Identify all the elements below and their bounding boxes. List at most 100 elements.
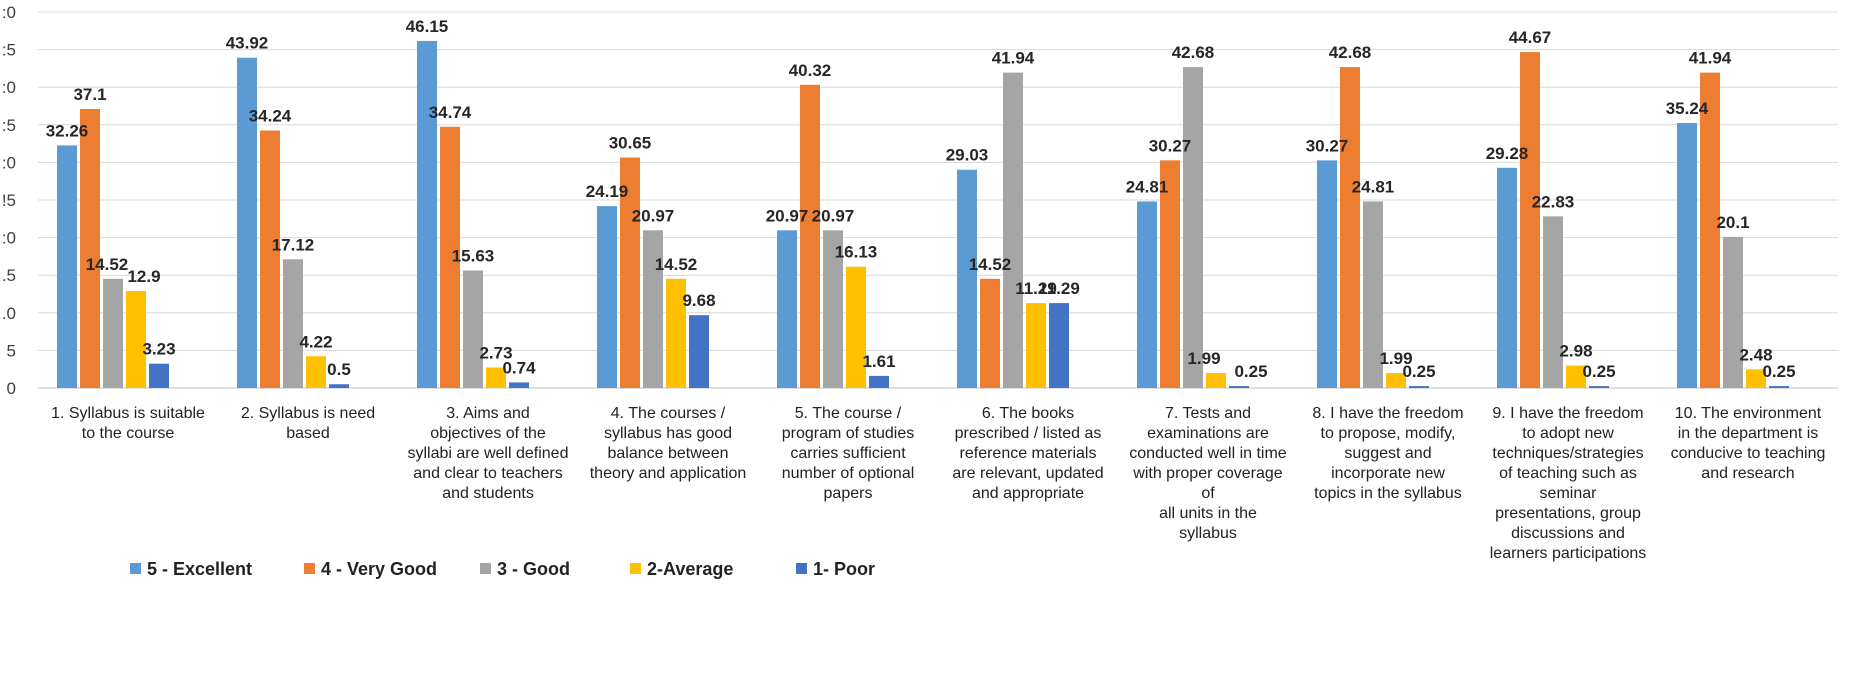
y-tick-label: 0 xyxy=(7,379,16,398)
bar xyxy=(417,41,437,388)
category-label-line: in the department is xyxy=(1678,425,1819,442)
category-label-line: and research xyxy=(1701,465,1794,482)
bar xyxy=(260,131,280,388)
category-label-line: 5. The course / xyxy=(795,405,902,422)
data-label: 29.03 xyxy=(946,146,989,165)
bar xyxy=(1026,303,1046,388)
bar xyxy=(957,170,977,388)
category-label-line: 1. Syllabus is suitable xyxy=(51,405,205,422)
data-label: 46.15 xyxy=(406,17,449,36)
data-label: 0.25 xyxy=(1582,362,1615,381)
bar xyxy=(1497,168,1517,388)
category-label-line: to propose, modify, xyxy=(1321,425,1456,442)
bar xyxy=(509,382,529,388)
bar xyxy=(980,279,1000,388)
category-label-line: 8. I have the freedom xyxy=(1312,405,1463,422)
category-label-line: conducive to teaching xyxy=(1671,445,1826,462)
category-label-line: techniques/strategies xyxy=(1492,445,1643,462)
legend-swatch xyxy=(630,563,641,574)
bar xyxy=(1520,52,1540,388)
data-label: 34.24 xyxy=(249,107,292,126)
data-label: 41.94 xyxy=(1689,49,1732,68)
bar xyxy=(689,315,709,388)
category-label-line: balance between xyxy=(608,445,729,462)
category-label: 8. I have the freedom to propose, modify,… xyxy=(1312,405,1463,502)
category-label-line: program of studies xyxy=(782,425,915,442)
y-tick-label: .5 xyxy=(2,266,16,285)
bar xyxy=(1677,123,1697,388)
category-label: 1. Syllabus is suitable to the course xyxy=(51,405,205,442)
y-tick-label: .0 xyxy=(2,304,16,323)
category-label-line: and appropriate xyxy=(972,485,1084,502)
legend-swatch xyxy=(130,563,141,574)
data-label: 11.29 xyxy=(1038,279,1080,298)
category-label-line: topics in the syllabus xyxy=(1314,485,1462,502)
data-label: 44.67 xyxy=(1509,28,1552,47)
category-label-line: prescribed / listed as xyxy=(955,425,1102,442)
data-label: 0.25 xyxy=(1762,362,1795,381)
data-label: 42.68 xyxy=(1329,43,1372,62)
data-label: 32.26 xyxy=(46,121,89,140)
bar xyxy=(1340,67,1360,388)
bar xyxy=(777,230,797,388)
data-label: 41.94 xyxy=(992,49,1035,68)
category-label-line: with proper coverage xyxy=(1132,465,1283,482)
data-label: 30.27 xyxy=(1149,136,1192,155)
category-label: 7. Tests and examinations are conducted we… xyxy=(1129,405,1287,542)
legend-swatch xyxy=(796,563,807,574)
category-label-line: 4. The courses / xyxy=(611,405,726,422)
category-label-line: 6. The books xyxy=(982,405,1074,422)
category-label: 10. The environment in the department is c… xyxy=(1671,405,1826,482)
data-label: 12.9 xyxy=(127,267,160,286)
bar xyxy=(149,364,169,388)
category-label: 2. Syllabus is need based xyxy=(241,405,375,442)
category-label-line: based xyxy=(286,425,330,442)
bar xyxy=(1723,237,1743,388)
data-label: 9.68 xyxy=(682,291,715,310)
data-label: 14.52 xyxy=(655,255,698,274)
category-label-line: of teaching such as xyxy=(1499,465,1637,482)
data-label: 40.32 xyxy=(789,61,832,80)
bar xyxy=(1229,386,1249,388)
legend-label: 3 - Good xyxy=(497,559,570,579)
data-label: 0.25 xyxy=(1234,362,1267,381)
category-label-line: incorporate new xyxy=(1331,465,1445,482)
bar xyxy=(1769,386,1789,388)
category-label-line: and clear to teachers xyxy=(413,465,562,482)
category-label-line: to the course xyxy=(82,425,175,442)
bar xyxy=(1137,201,1157,388)
category-label-line: number of optional xyxy=(782,465,915,482)
data-label: 1.99 xyxy=(1187,349,1220,368)
data-label: 24.81 xyxy=(1352,177,1395,196)
category-label: 5. The course / program of studies carries… xyxy=(782,405,915,502)
bar xyxy=(1206,373,1226,388)
category-label-line: all units in the xyxy=(1159,505,1257,522)
category-label-line: syllabus has good xyxy=(604,425,732,442)
y-tick-label: :0 xyxy=(2,3,16,22)
data-label: 35.24 xyxy=(1666,99,1709,118)
legend-label: 5 - Excellent xyxy=(147,559,252,579)
data-label: 22.83 xyxy=(1532,192,1575,211)
category-label-line: 9. I have the freedom xyxy=(1492,405,1643,422)
category-label-line: examinations are xyxy=(1147,425,1269,442)
data-label: 34.74 xyxy=(429,103,472,122)
data-label: 20.97 xyxy=(766,206,809,225)
data-label: 14.52 xyxy=(86,255,129,274)
category-label-line: carries sufficient xyxy=(790,445,906,462)
category-label-line: discussions and xyxy=(1511,525,1625,542)
category-label-line: of xyxy=(1201,485,1215,502)
data-label: 29.28 xyxy=(1486,144,1529,163)
bar xyxy=(1183,67,1203,388)
y-tick-label: :0 xyxy=(2,78,16,97)
bar xyxy=(1003,73,1023,388)
legend-swatch xyxy=(304,563,315,574)
data-label: 3.23 xyxy=(142,340,175,359)
y-tick-label: :5 xyxy=(2,41,16,60)
bar xyxy=(463,270,483,388)
legend-swatch xyxy=(480,563,491,574)
data-label: 30.27 xyxy=(1306,136,1349,155)
category-label: 9. I have the freedom to adopt new techniq… xyxy=(1490,405,1647,562)
data-label: 30.65 xyxy=(609,134,652,153)
category-label: 6. The books prescribed / listed as refere… xyxy=(952,405,1103,502)
bar xyxy=(1409,386,1429,388)
